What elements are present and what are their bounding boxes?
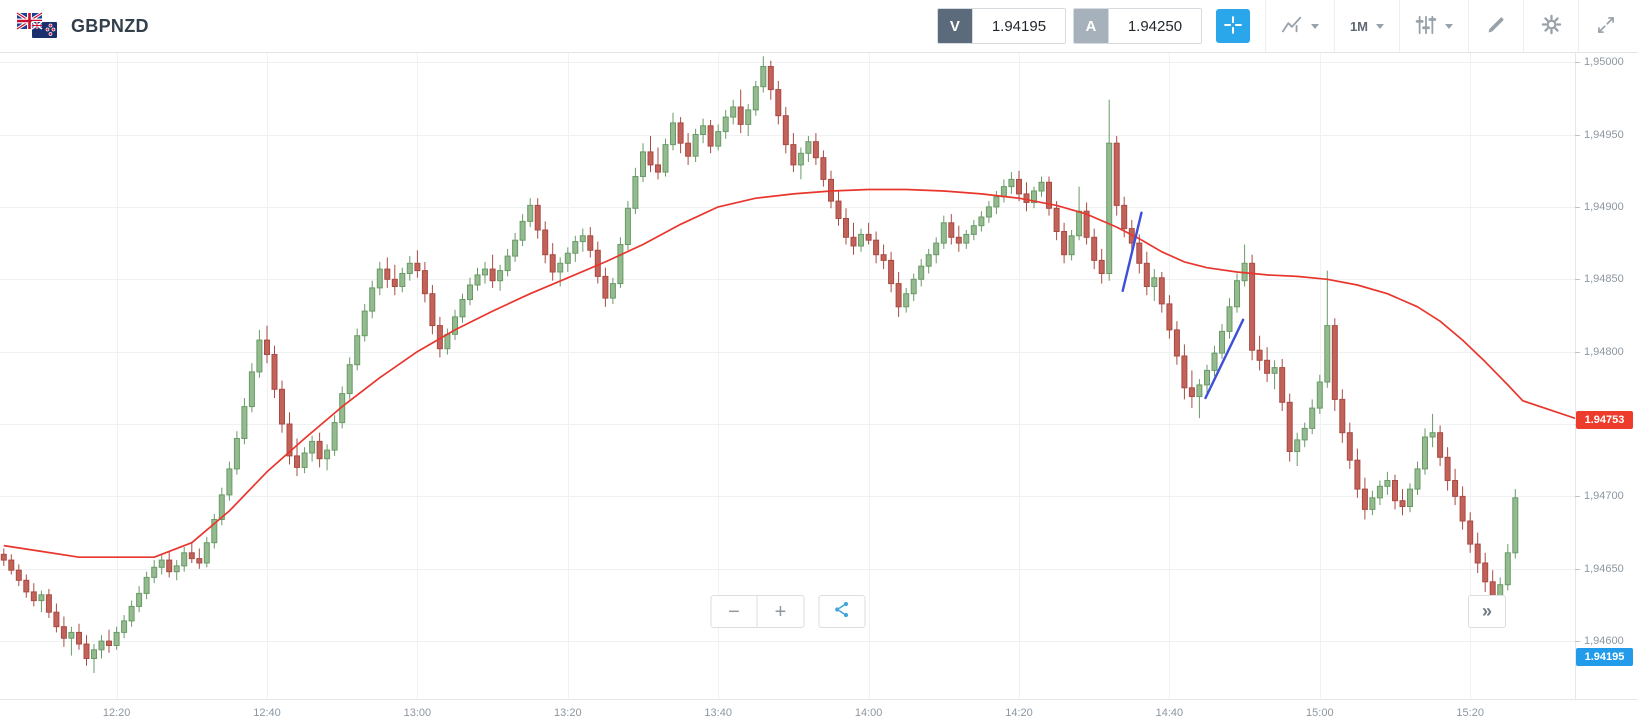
buy-quote-button[interactable]: A 1.94250 — [1072, 8, 1202, 44]
double-chevron-right-icon: » — [1481, 601, 1492, 621]
chart-type-icon — [1281, 15, 1303, 38]
gridlines — [0, 52, 1576, 700]
plus-icon: + — [774, 600, 787, 623]
pencil-icon — [1486, 15, 1506, 38]
chevron-down-icon — [1445, 23, 1453, 29]
share-icon — [833, 600, 852, 623]
price-axis[interactable]: 1,95000 1,94950 1,94900 1,94850 1,94800 1,947… — [1575, 52, 1638, 700]
time-axis[interactable]: 12:20 12:40 13:00 13:20 13:40 14:00 14:20 14:40… — [0, 699, 1638, 728]
gear-icon — [1541, 14, 1562, 38]
price-axis-label: 1,94850 — [1575, 273, 1624, 285]
zoom-controls: − + — [710, 595, 866, 628]
zoom-in-button[interactable]: + — [757, 595, 805, 628]
timeframe-label: 1M — [1349, 18, 1368, 34]
buy-badge: A — [1073, 9, 1108, 43]
symbol-title: GBPNZD — [71, 15, 149, 36]
price-axis-label: 1,95000 — [1575, 56, 1624, 68]
sell-price: 1.94195 — [971, 9, 1065, 43]
toolbar-divider — [1399, 0, 1400, 52]
collapse-panel-button[interactable]: » — [1468, 595, 1506, 628]
time-axis-label: 14:00 — [854, 707, 883, 719]
toolbar-divider — [1468, 0, 1469, 52]
chevron-down-icon — [1310, 23, 1319, 29]
crosshair-icon — [1223, 15, 1243, 38]
drawing-tools-button[interactable] — [1478, 9, 1514, 43]
time-axis-label: 13:20 — [554, 707, 582, 719]
time-axis-label: 13:40 — [704, 707, 732, 719]
ma-price-tag: 1.94753 — [1576, 410, 1633, 429]
candlestick-chart[interactable]: − + » — [0, 52, 1576, 700]
price-axis-label: 1,94700 — [1575, 490, 1624, 502]
indicators-button[interactable] — [1409, 9, 1459, 43]
price-axis-label: 1,94600 — [1575, 635, 1624, 647]
toolbar-divider — [1578, 0, 1579, 52]
toolbar-divider — [1523, 0, 1524, 52]
trendline-annotations — [1121, 211, 1245, 400]
instrument-info: GBPNZD — [0, 11, 149, 40]
indicators-sliders-icon — [1415, 15, 1437, 38]
price-axis-label: 1,94950 — [1575, 129, 1624, 141]
chart-area: − + » 1,95000 1,94950 1,94900 — [0, 52, 1638, 728]
minus-icon: − — [728, 600, 740, 623]
toolbar-divider — [1333, 0, 1335, 52]
time-axis-label: 13:00 — [403, 707, 432, 719]
time-axis-label: 12:40 — [253, 707, 281, 719]
fullscreen-button[interactable] — [1588, 9, 1624, 43]
expand-icon — [1596, 15, 1616, 38]
sell-badge: V — [937, 9, 972, 43]
last-price-tag: 1.94195 — [1576, 648, 1633, 666]
chart-header: GBPNZD V 1.94195 A 1.94250 — [0, 0, 1638, 53]
chevron-down-icon — [1376, 23, 1384, 29]
share-button[interactable] — [818, 595, 866, 628]
zoom-out-button[interactable]: − — [710, 595, 758, 628]
settings-button[interactable] — [1533, 9, 1569, 43]
sell-quote-button[interactable]: V 1.94195 — [936, 8, 1066, 44]
time-axis-label: 14:40 — [1155, 707, 1184, 719]
moving-average-line — [3, 188, 1576, 559]
price-axis-label: 1,94650 — [1575, 563, 1624, 575]
time-axis-label: 15:20 — [1456, 707, 1484, 719]
time-axis-label: 12:20 — [102, 707, 131, 719]
time-axis-label: 14:20 — [1005, 707, 1033, 719]
time-axis-label: 15:00 — [1306, 707, 1334, 719]
gbpnzd-flag-icon — [16, 11, 58, 40]
candles-layer — [0, 56, 1519, 673]
buy-price: 1.94250 — [1107, 9, 1201, 43]
toolbar-divider — [1264, 0, 1266, 52]
chart-type-button[interactable] — [1275, 9, 1325, 43]
timeframe-button[interactable]: 1M — [1344, 9, 1390, 43]
crosshair-button[interactable] — [1215, 9, 1250, 43]
chart-toolbar: V 1.94195 A 1.94250 — [930, 0, 1638, 52]
price-axis-label: 1,94800 — [1575, 346, 1624, 358]
price-axis-label: 1,94900 — [1575, 201, 1624, 213]
